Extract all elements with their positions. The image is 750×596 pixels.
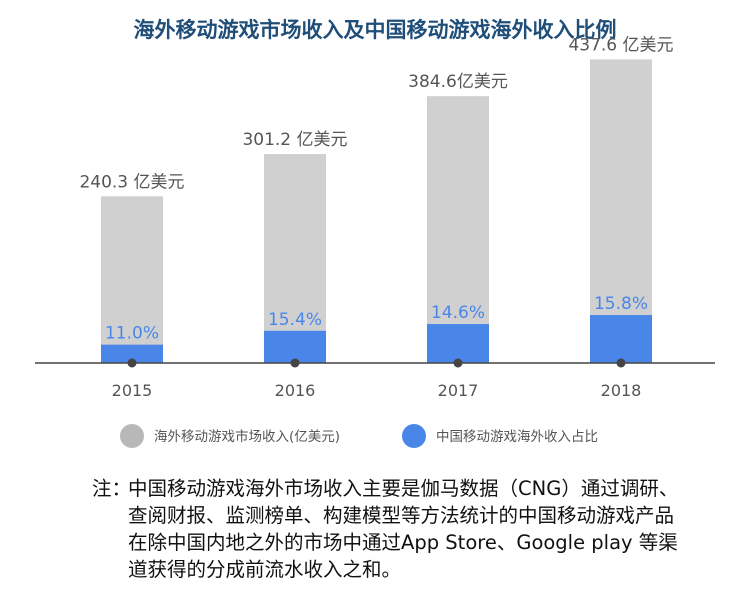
- chart-title: 海外移动游戏市场收入及中国移动游戏海外收入比例: [134, 18, 617, 42]
- bars-layer: 240.3 亿美元 11.0% 2015 301.2 亿美元 15.4% 2016 384.…: [79, 35, 673, 400]
- footnote-text: 中国移动游戏海外市场收入主要是伽马数据（CNG）通过调研、查阅财报、监测榜单、构…: [128, 477, 679, 581]
- bar-china-share-2016: [264, 330, 326, 363]
- legend-marker-overseas-revenue: [120, 424, 144, 448]
- legend: 海外移动游戏市场收入(亿美元) 中国移动游戏海外收入占比: [120, 424, 598, 448]
- data-label-revenue-2017: 384.6亿美元: [408, 72, 508, 92]
- bar-overseas-revenue-2015: [101, 196, 163, 363]
- footnote: 注： 中国移动游戏海外市场收入主要是伽马数据（CNG）通过调研、查阅财报、监测榜…: [92, 475, 692, 583]
- x-tick-label-2015: 2015: [112, 381, 153, 400]
- data-label-revenue-2018: 437.6 亿美元: [568, 35, 673, 55]
- x-tick-label-2018: 2018: [601, 381, 642, 400]
- chart: 海外移动游戏市场收入及中国移动游戏海外收入比例 240.3 亿美元 11.0% 20…: [35, 18, 715, 448]
- bar-china-share-2018: [590, 315, 652, 363]
- legend-marker-china-share: [402, 424, 426, 448]
- data-label-revenue-2016: 301.2 亿美元: [242, 130, 347, 150]
- x-tick-label-2016: 2016: [275, 381, 316, 400]
- bar-overseas-revenue-2018: [590, 59, 652, 363]
- data-label-revenue-2015: 240.3 亿美元: [79, 172, 184, 192]
- data-label-share-2015: 11.0%: [105, 324, 159, 344]
- bar-overseas-revenue-2017: [427, 96, 489, 363]
- legend-label-overseas-revenue: 海外移动游戏市场收入(亿美元): [154, 428, 340, 445]
- footnote-label: 注：: [92, 477, 132, 500]
- bar-overseas-revenue-2016: [264, 154, 326, 363]
- bar-china-share-2017: [427, 324, 489, 363]
- data-label-share-2017: 14.6%: [431, 303, 485, 323]
- bar-china-share-2015: [101, 344, 163, 363]
- data-label-share-2018: 15.8%: [594, 294, 648, 314]
- data-label-share-2016: 15.4%: [268, 310, 322, 330]
- legend-label-china-share: 中国移动游戏海外收入占比: [436, 429, 598, 445]
- x-tick-label-2017: 2017: [438, 381, 479, 400]
